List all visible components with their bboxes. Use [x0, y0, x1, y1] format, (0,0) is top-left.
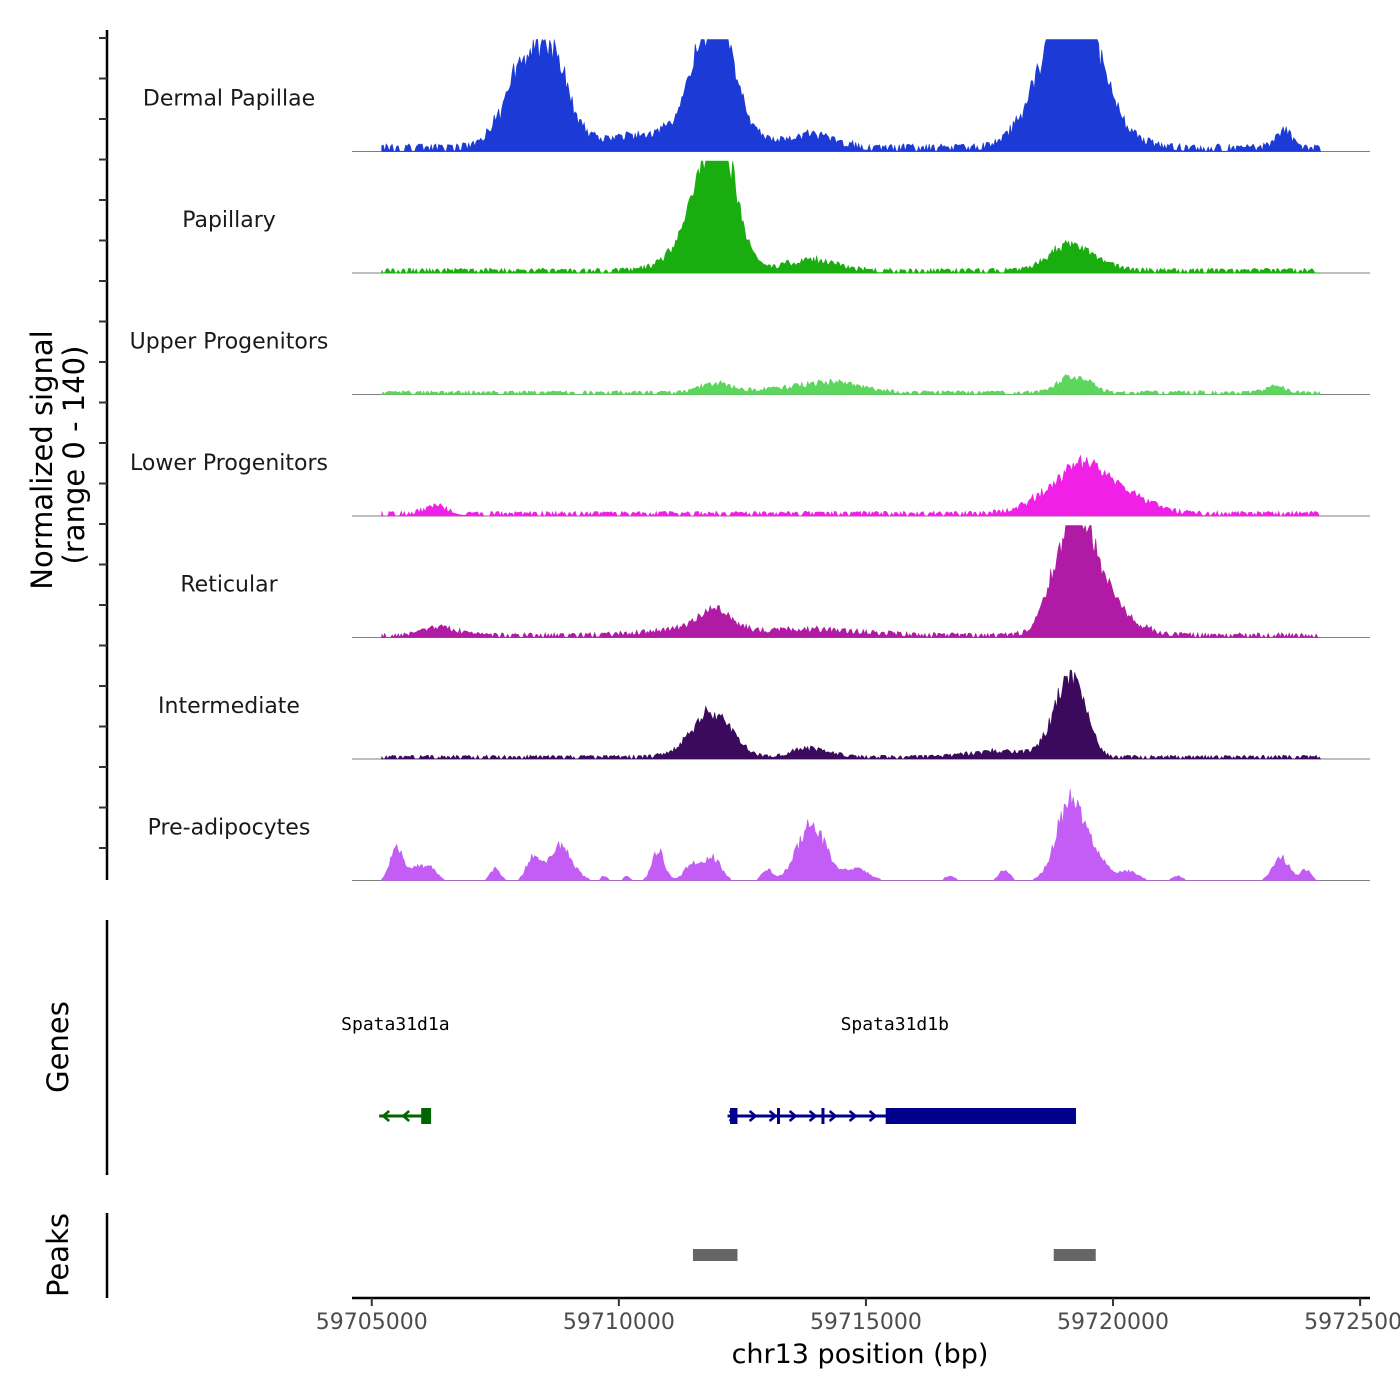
gene-label: Spata31d1a — [341, 1014, 449, 1035]
signal-area — [381, 788, 1321, 881]
strand-arrow — [401, 1110, 410, 1122]
signal-area — [381, 160, 1321, 274]
signal-area — [381, 454, 1321, 517]
genes-panel-title: Genes — [41, 1001, 75, 1093]
strand-arrow — [381, 1110, 390, 1122]
signal-area — [381, 374, 1322, 396]
x-tick-label: 59715000 — [810, 1310, 922, 1335]
gene-exon — [885, 1108, 1076, 1124]
track-label: Intermediate — [158, 694, 300, 719]
track-label: Dermal Papillae — [143, 87, 315, 112]
gene-label: Spata31d1b — [841, 1014, 949, 1035]
track-label: Lower Progenitors — [130, 451, 328, 476]
x-tick-label: 59720000 — [1057, 1310, 1169, 1335]
x-axis-ticks: 59705000 59710000 59715000 59720000 59725000 — [316, 1298, 1400, 1335]
gene-exon — [776, 1108, 780, 1124]
strand-arrow — [788, 1110, 798, 1122]
signal-y-axis-title: Normalized signal — [25, 330, 59, 589]
strand-arrow — [748, 1110, 758, 1122]
peak-regions-track — [692, 1249, 1096, 1261]
peak-region — [692, 1249, 738, 1261]
gene-spata31d1a: Spata31d1a — [341, 1014, 450, 1124]
gene-exon — [821, 1108, 825, 1124]
x-tick-label: 59705000 — [316, 1310, 428, 1335]
x-axis-title: chr13 position (bp) — [732, 1339, 989, 1370]
signal-area — [381, 38, 1321, 153]
track-papillary: Papillary — [182, 160, 1370, 274]
track-label: Upper Progenitors — [130, 330, 329, 355]
track-label: Pre-adipocytes — [148, 816, 311, 841]
strand-arrow — [768, 1110, 778, 1122]
track-upper-progenitors: Upper Progenitors — [130, 330, 1370, 396]
gene-exon — [730, 1108, 738, 1124]
signal-y-axis-subtitle: (range 0 - 140) — [57, 346, 91, 565]
signal-tracks: Dermal Papillae Papillary Upper Progenitor… — [130, 38, 1370, 881]
gene-spata31d1b: Spata31d1b — [727, 1014, 1076, 1124]
track-dermal-papillae: Dermal Papillae — [143, 38, 1370, 153]
signal-area — [381, 669, 1322, 760]
strand-arrow — [868, 1110, 878, 1122]
track-reticular: Reticular — [180, 525, 1370, 639]
gene-exon — [421, 1108, 432, 1124]
peak-region — [1053, 1249, 1096, 1261]
track-label: Reticular — [180, 573, 278, 598]
track-lower-progenitors: Lower Progenitors — [130, 451, 1370, 517]
track-intermediate: Intermediate — [158, 669, 1370, 760]
gene-annotation-track: Spata31d1a Spata31d1b — [341, 1014, 1076, 1124]
strand-arrow — [848, 1110, 858, 1122]
track-label: Papillary — [182, 208, 276, 233]
x-tick-label: 59725000 — [1304, 1310, 1400, 1335]
peaks-panel-title: Peaks — [41, 1213, 75, 1297]
x-tick-label: 59710000 — [563, 1310, 675, 1335]
strand-arrow — [828, 1110, 838, 1122]
track-pre-adipocytes: Pre-adipocytes — [148, 788, 1370, 881]
signal-y-axis-ticks — [99, 37, 107, 849]
strand-arrow — [808, 1110, 818, 1122]
signal-area — [381, 525, 1321, 639]
